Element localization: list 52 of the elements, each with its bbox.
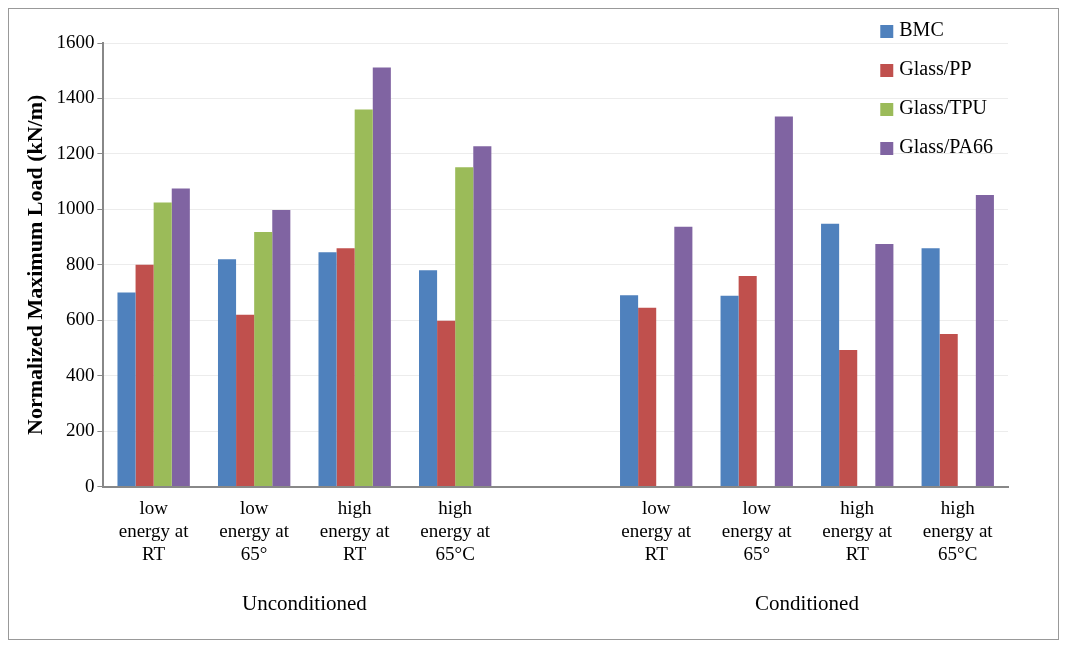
y-tick-label: 800 (65, 252, 95, 274)
bar (336, 248, 355, 487)
x-tick-label: low energy at 65° (721, 496, 793, 564)
y-tick-label: 600 (65, 308, 95, 330)
bar (354, 109, 373, 487)
bar (135, 264, 154, 487)
x-tick-label: high energy at RT (822, 496, 893, 564)
bar (236, 314, 255, 487)
bar (720, 295, 739, 487)
bar (638, 307, 657, 487)
legend-label: Glass/PA66 (899, 135, 993, 158)
x-tick-label: low energy at RT (118, 496, 190, 564)
bar (839, 349, 858, 487)
bar (455, 167, 474, 487)
y-tick-label: 200 (65, 419, 95, 441)
y-tick-label: 1000 (56, 197, 95, 219)
bar (875, 244, 894, 487)
bar (620, 295, 639, 487)
bar (372, 67, 391, 487)
x-tick-label: low energy at 65° (219, 496, 290, 564)
bar (437, 320, 456, 487)
y-tick-label: 1200 (56, 141, 95, 163)
bar (153, 202, 172, 487)
bar (473, 146, 492, 487)
bar (939, 334, 958, 487)
x-tick-label: high energy at 65°C (420, 496, 491, 564)
x-tick-label: high energy at RT (319, 496, 391, 564)
bar (419, 270, 438, 487)
bar (318, 252, 337, 487)
legend-label: BMC (899, 18, 944, 41)
bar (821, 223, 840, 487)
bar (117, 292, 136, 487)
y-tick-label: 1400 (56, 86, 95, 108)
bar (272, 209, 291, 487)
bar (254, 232, 273, 487)
bar (774, 116, 793, 487)
bar (921, 248, 940, 487)
bar (171, 188, 190, 487)
bar (217, 259, 237, 487)
x-tick-label: low energy at RT (621, 496, 692, 564)
y-tick-label: 400 (65, 363, 95, 385)
text: Unconditioned (242, 591, 368, 616)
y-tick-label: 0 (84, 474, 95, 496)
bar (674, 226, 693, 487)
legend-label: Glass/TPU (899, 96, 988, 119)
x-tick-label: high energy at 65°C (922, 496, 994, 564)
legend-label: Glass/PP (899, 57, 972, 80)
y-tick-label: 1600 (56, 30, 95, 52)
bar (975, 194, 994, 487)
bar (738, 275, 757, 487)
text: Conditioned (755, 591, 860, 616)
y-axis-title: Normalized Maximum Load (kN/m) (21, 94, 47, 435)
